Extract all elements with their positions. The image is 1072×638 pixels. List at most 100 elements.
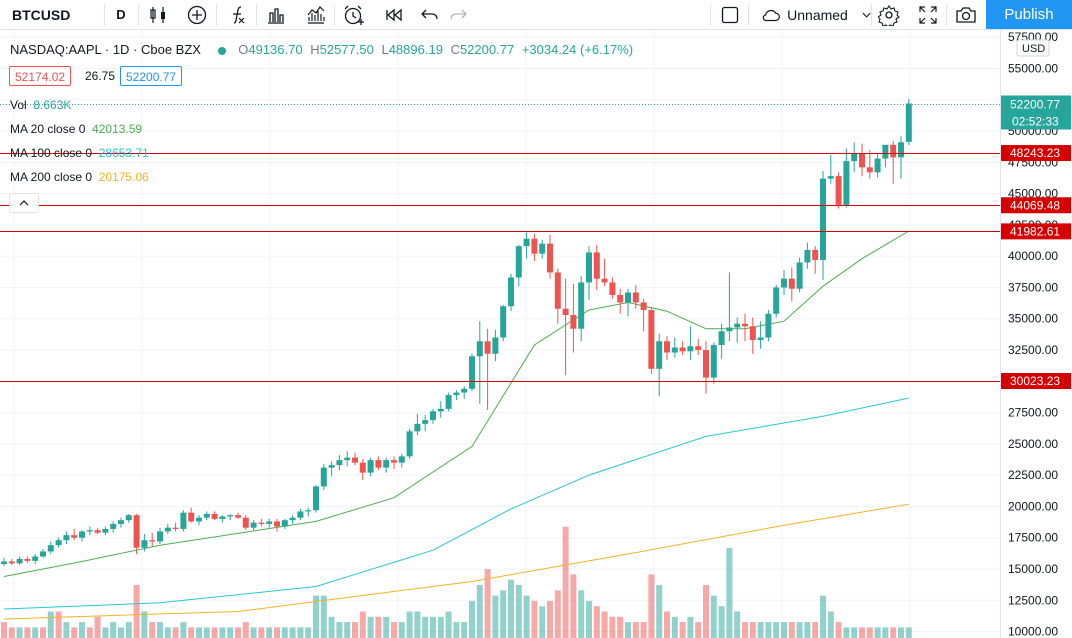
volume-bar: [94, 616, 101, 638]
candle-body: [695, 346, 702, 351]
collapse-legend-button[interactable]: [9, 193, 39, 213]
volume-bar: [242, 622, 249, 638]
candle-body: [24, 558, 31, 561]
candle-body: [118, 520, 124, 524]
candle-body: [94, 530, 101, 533]
volume-bar: [102, 627, 109, 638]
toolbar-divider: [104, 4, 105, 26]
volume-bar: [866, 627, 873, 638]
candle-body: [55, 540, 62, 546]
bid-price-box[interactable]: 52174.02: [9, 66, 72, 86]
candle-body: [219, 516, 226, 519]
volume-bar: [453, 622, 460, 638]
candle-body: [679, 347, 686, 352]
currency-label: USD: [1022, 43, 1045, 55]
price-tick-label: 32500.00: [1008, 343, 1058, 357]
settings-button[interactable]: [875, 0, 903, 29]
ideas-button[interactable]: [302, 0, 330, 29]
volume-bar: [352, 622, 358, 638]
candle-body: [289, 517, 296, 521]
interval-button[interactable]: D: [104, 0, 138, 29]
volume-bar: [718, 606, 725, 638]
volume-bar: [47, 611, 54, 638]
toolbar-divider: [710, 4, 711, 26]
currency-badge: [1016, 39, 1050, 57]
volume-bar: [843, 627, 850, 638]
volume-bar: [570, 574, 577, 638]
snapshot-button[interactable]: [952, 0, 980, 29]
publish-button[interactable]: Publish: [986, 0, 1072, 29]
candlesticks: [1, 98, 912, 567]
candle-body: [336, 460, 343, 466]
symbol-search-button[interactable]: BTCUSD: [0, 0, 104, 29]
price-line-label-bg: [1001, 197, 1071, 214]
volume-bar: [71, 627, 78, 638]
volume-bar: [905, 627, 912, 638]
volume-bar: [391, 622, 397, 638]
ask-price-box[interactable]: 52200.77: [120, 66, 183, 86]
volume-bar: [164, 627, 171, 638]
volume-bar: [196, 627, 202, 638]
candle-body: [648, 309, 655, 369]
volume-bar: [180, 622, 187, 638]
volume-bar: [515, 585, 522, 638]
price-tick-label: 55000.00: [1008, 62, 1058, 76]
financials-button[interactable]: [262, 0, 290, 29]
candle-body: [671, 347, 678, 353]
candle-body: [149, 540, 156, 542]
candle-body: [734, 323, 741, 328]
candle-body: [508, 277, 514, 307]
candle-body: [531, 238, 538, 254]
volume-bar: [430, 616, 436, 638]
toolbar-divider: [256, 4, 257, 26]
price-tick-label: 20000.00: [1008, 499, 1058, 513]
candle-body: [383, 460, 390, 468]
templates-icon: [268, 7, 284, 24]
volume-bar: [523, 595, 530, 638]
candle-body: [859, 153, 865, 168]
volume-bar: [593, 606, 600, 638]
ohlc-low-label: L: [381, 42, 389, 57]
ma20-line: [3, 230, 910, 577]
volume-bar: [757, 622, 764, 638]
ohlc-close: 52200.77: [459, 42, 515, 57]
volume-bar: [742, 622, 748, 638]
redo-icon: [450, 9, 467, 19]
candle-body: [63, 535, 70, 541]
alert-button[interactable]: [340, 0, 368, 29]
price-line-label: 44069.48: [1010, 198, 1060, 212]
indicators-button[interactable]: [223, 0, 251, 29]
camera-icon: [956, 6, 976, 23]
candle-body: [562, 308, 569, 315]
compare-button[interactable]: [183, 0, 211, 29]
price-chart[interactable]: 57500.0055000.0052500.0050000.0047500.00…: [0, 30, 1072, 638]
volume-bar: [469, 600, 475, 638]
replay-button[interactable]: [380, 0, 408, 29]
volume-bar: [827, 611, 834, 638]
candle-body: [266, 521, 273, 524]
candle-body: [196, 517, 202, 522]
main-legend: NASDAQ:AAPL · 1D · Cboe BZX O49136.70 H5…: [10, 42, 633, 57]
volume-bar: [375, 616, 382, 638]
candle-body: [632, 292, 639, 303]
candle-body: [843, 161, 850, 205]
chart-style-button[interactable]: [144, 0, 172, 29]
undo-button[interactable]: [416, 0, 444, 29]
redo-button[interactable]: [444, 0, 472, 29]
volume-bar: [172, 627, 179, 638]
candle-body: [313, 486, 319, 511]
fullscreen-toggle-button[interactable]: [716, 0, 744, 29]
candle-body: [523, 238, 530, 247]
volume-bar: [305, 627, 312, 638]
last-price-badge: [1001, 95, 1071, 130]
toolbar-divider: [216, 4, 217, 26]
candle-body: [1, 561, 7, 564]
fullscreen-button[interactable]: [914, 0, 942, 29]
candle-body: [391, 460, 397, 463]
candle-body: [617, 294, 624, 303]
layout-name-button[interactable]: Unnamed: [753, 0, 871, 29]
price-axis-background: [1000, 30, 1072, 638]
candle-body: [757, 337, 764, 341]
price-tick-label: 27500.00: [1008, 406, 1058, 420]
candles-icon: [150, 6, 165, 23]
